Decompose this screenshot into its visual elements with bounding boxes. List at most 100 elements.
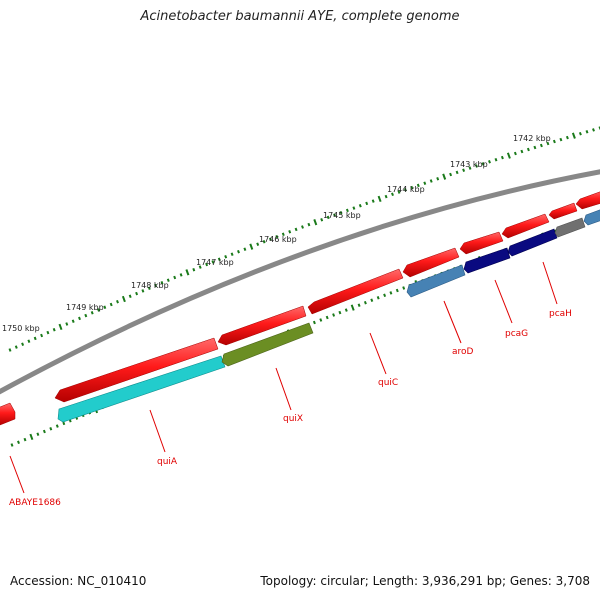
scale-tick xyxy=(357,303,361,307)
scale-tick xyxy=(46,330,50,335)
scale-tick xyxy=(320,218,324,222)
scale-label-1742: 1742 kbp xyxy=(513,134,551,143)
scale-tick xyxy=(363,300,367,305)
scale-tick xyxy=(468,166,472,170)
gene-label-quiX: quiX xyxy=(283,414,303,424)
scale-tick xyxy=(345,208,349,213)
scale-tick xyxy=(109,302,113,307)
scale-tick xyxy=(33,336,37,341)
scale-tick xyxy=(352,206,356,210)
cds-reverse-feature xyxy=(57,355,226,423)
scale-tick xyxy=(116,299,119,304)
scale-tick xyxy=(23,437,27,442)
scale-tick xyxy=(533,145,537,150)
scale-tick xyxy=(97,308,100,312)
accession-label: Accession: NC_010410 xyxy=(10,574,147,588)
scale-tick xyxy=(383,293,387,298)
scale-tick xyxy=(312,320,316,325)
cds-forward-feature xyxy=(0,402,16,426)
cds-forward-feature xyxy=(217,305,307,346)
scale-tick xyxy=(325,315,329,320)
scale-label-1743: 1743 kbp xyxy=(450,160,488,169)
genome-backbone xyxy=(0,169,600,395)
scale-tick xyxy=(40,333,44,338)
gene-label-quiA: quiA xyxy=(157,457,178,467)
scale-label-1749: 1749 kbp xyxy=(66,303,104,312)
scale-tick xyxy=(14,345,18,349)
scale-tick xyxy=(395,288,399,293)
scale-tick xyxy=(256,242,260,246)
scale-tick xyxy=(578,131,582,136)
scale-tick xyxy=(249,243,254,250)
scale-tick xyxy=(55,424,59,428)
scale-tick xyxy=(192,267,196,272)
gene-label-quiC: quiC xyxy=(378,378,398,388)
gene-label-aroD: aroD xyxy=(452,347,474,357)
scale-tick xyxy=(27,339,31,343)
scale-tick xyxy=(410,185,414,190)
scale-tick xyxy=(154,283,158,288)
scale-tick xyxy=(423,181,427,185)
scale-tick xyxy=(358,203,362,208)
scale-tick xyxy=(17,440,20,445)
genome-stats-label: Topology: circular; Length: 3,936,291 bp… xyxy=(260,574,590,588)
scale-tick xyxy=(376,296,380,300)
scale-tick xyxy=(513,151,517,156)
gene-leader-lines xyxy=(9,261,558,494)
scale-tick xyxy=(403,188,407,192)
scale-tick xyxy=(135,291,139,296)
scale-tick xyxy=(481,162,485,166)
scale-tick xyxy=(449,172,453,177)
scale-tick xyxy=(52,327,56,332)
cds-reverse-feature xyxy=(583,209,600,226)
scale-tick xyxy=(281,232,285,237)
scale-tick xyxy=(429,179,433,183)
cds-forward-feature xyxy=(459,231,504,255)
scale-tick xyxy=(384,194,388,199)
gene-label-pcaH: pcaH xyxy=(549,309,572,319)
scale-tick xyxy=(179,273,183,277)
scale-tick xyxy=(141,289,145,293)
scale-tick xyxy=(160,281,164,285)
scale-tick xyxy=(488,160,491,164)
scale-tick xyxy=(128,294,132,299)
scale-tick xyxy=(455,170,459,175)
scale-tick xyxy=(198,265,202,269)
scale-tick xyxy=(65,322,69,326)
scale-tick xyxy=(78,316,81,321)
scale-tick xyxy=(546,141,550,146)
cds-reverse-feature xyxy=(463,247,511,274)
scale-tick xyxy=(294,227,298,232)
scale-tick xyxy=(84,313,88,318)
scale-tick xyxy=(333,213,337,217)
scale-tick xyxy=(230,252,234,256)
cds-forward-feature xyxy=(54,337,219,403)
scale-tick xyxy=(442,173,447,180)
scale-tick xyxy=(565,135,569,140)
scale-tick xyxy=(205,262,209,267)
scale-tick xyxy=(36,432,40,436)
scale-tick xyxy=(166,278,170,282)
scale-tick xyxy=(559,137,563,142)
scale-tick xyxy=(592,128,595,132)
scale-tick xyxy=(365,201,369,206)
scale-tick xyxy=(585,130,589,134)
scale-tick xyxy=(307,222,311,227)
scale-tick xyxy=(571,132,576,139)
scale-tick xyxy=(288,230,292,234)
scale-tick xyxy=(29,433,34,441)
scale-tick xyxy=(552,139,556,144)
scale-tick xyxy=(62,421,66,426)
map-title: Acinetobacter baumannii AYE, complete ge… xyxy=(140,9,460,24)
scale-label-1747: 1747 kbp xyxy=(196,258,234,267)
cds-reverse-feature xyxy=(406,264,466,298)
scale-tick xyxy=(313,219,318,226)
scale-tick xyxy=(370,298,374,302)
scale-tick xyxy=(185,269,190,276)
scale-label-1744: 1744 kbp xyxy=(387,185,425,194)
scale-tick xyxy=(436,177,440,181)
cds-reverse-feature xyxy=(554,217,586,238)
scale-tick xyxy=(344,308,348,312)
scale-tick xyxy=(500,155,504,160)
